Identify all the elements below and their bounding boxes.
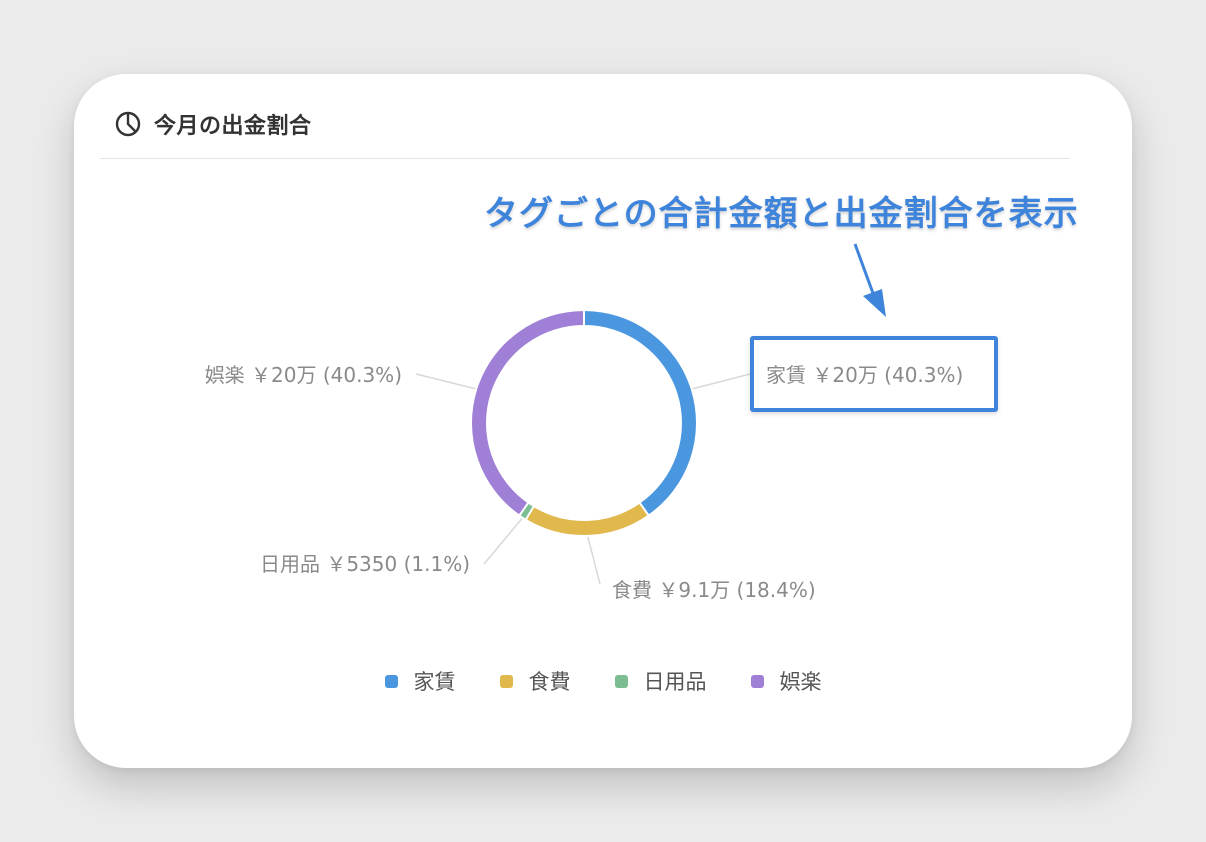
slice-separator [518, 501, 530, 517]
slice-label-2: 食費 ￥9.1万 (18.4%) [612, 578, 816, 602]
chart-legend: 家賃 食費 日用品 娯楽 [74, 666, 1132, 696]
annotation-highlight-box [750, 336, 998, 412]
donut-slice-2[interactable] [526, 503, 649, 535]
slice-separator [638, 501, 650, 517]
header-divider [100, 158, 1070, 159]
legend-item-2[interactable]: 食費 [499, 666, 571, 696]
legend-label: 家賃 [413, 670, 456, 694]
legend-item-1[interactable]: 家賃 [384, 666, 456, 696]
slice-separator [524, 505, 535, 521]
legend-item-3[interactable]: 日用品 [614, 666, 707, 696]
leader-line-3 [483, 518, 523, 565]
leader-line-1 [692, 373, 751, 390]
legend-label: 娯楽 [779, 670, 822, 694]
slice-label-4: 娯楽 ￥20万 (40.3%) [205, 363, 402, 387]
donut-slice-3[interactable] [519, 503, 534, 519]
donut-slice-4[interactable] [472, 311, 585, 515]
legend-label: 日用品 [643, 670, 707, 694]
legend-label: 食費 [528, 670, 571, 694]
slice-label-1: 家賃 ￥20万 (40.3%) [766, 363, 963, 387]
annotation-callout: タグごとの合計金額と出金割合を表示 [484, 194, 1079, 234]
leader-line-4 [415, 373, 476, 390]
legend-swatch [384, 674, 398, 688]
pie-chart-icon [114, 110, 142, 138]
leader-line-2 [587, 536, 601, 585]
legend-swatch [499, 674, 513, 688]
legend-swatch [614, 674, 628, 688]
legend-item-4[interactable]: 娯楽 [750, 666, 822, 696]
donut-slice-1[interactable] [583, 311, 696, 515]
expense-ratio-card: 今月の出金割合 家賃 ￥20万 (40.3%) 食費 ￥9.1万 (18.4%) 日… [74, 74, 1132, 768]
donut-chart: 家賃 ￥20万 (40.3%) 食費 ￥9.1万 (18.4%) 日用品 ￥5350… [205, 243, 963, 602]
card-title: 今月の出金割合 [154, 114, 312, 139]
card-header: 今月の出金割合 [114, 108, 312, 140]
legend-swatch [750, 674, 764, 688]
annotation-arrow [853, 243, 886, 317]
slice-label-3: 日用品 ￥5350 (1.1%) [260, 552, 470, 576]
